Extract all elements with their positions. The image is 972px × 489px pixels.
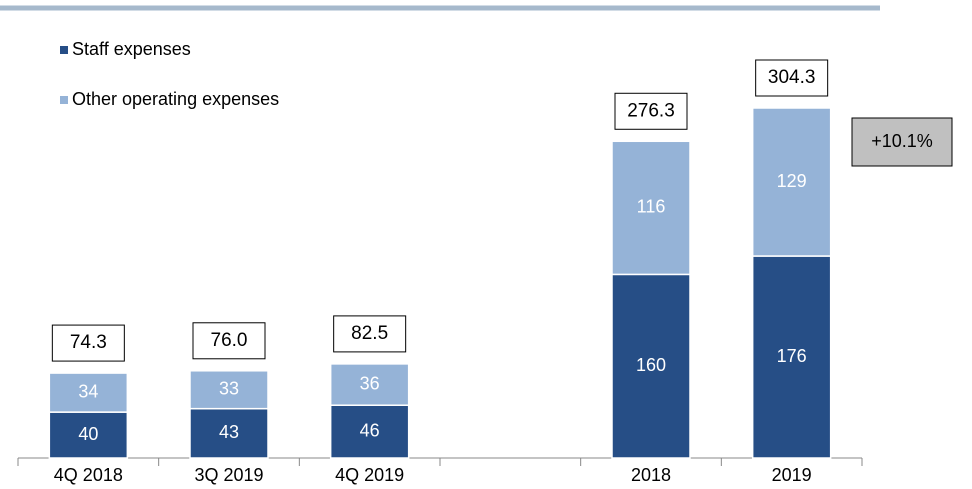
total-label: 276.3 [627, 100, 675, 121]
segment-label: 34 [78, 381, 98, 401]
total-box [614, 92, 688, 130]
bar-segment [48, 372, 129, 413]
total-box [51, 324, 125, 362]
bar-segment [189, 370, 269, 410]
bar-segment [611, 140, 691, 276]
segment-label: 36 [360, 373, 380, 393]
annotation-box [851, 117, 953, 167]
segment-label: 129 [777, 171, 807, 191]
total-box [755, 59, 829, 97]
segment-label: 160 [636, 355, 666, 375]
bar-segment [751, 255, 832, 459]
bar-segment [329, 363, 410, 406]
total-box [333, 315, 407, 353]
segment-label: 116 [637, 197, 666, 217]
x-tick-label: 2019 [772, 465, 812, 485]
legend-swatch [60, 96, 68, 104]
total-label: 304.3 [768, 67, 816, 88]
total-label: 74.3 [70, 332, 107, 353]
x-tick-label: 3Q 2019 [194, 465, 263, 485]
total-box [192, 322, 266, 360]
annotation: +10.1% [871, 131, 933, 151]
total-label: 76.0 [211, 330, 248, 351]
segment-label: 43 [219, 422, 239, 442]
segment-label: 46 [360, 420, 380, 440]
x-tick-label: 2018 [631, 465, 671, 485]
x-tick-label: 4Q 2018 [54, 465, 123, 485]
legend-label: Staff expenses [72, 39, 191, 59]
bar-segment [48, 411, 129, 459]
segment-label: 176 [777, 346, 807, 366]
x-tick-label: 4Q 2019 [335, 465, 404, 485]
legend-label: Other operating expenses [72, 89, 279, 109]
total-label: 82.5 [351, 323, 388, 344]
legend-swatch [60, 46, 68, 54]
segment-label: 33 [219, 378, 239, 398]
bar-segment [329, 404, 410, 459]
segment-label: 40 [78, 424, 98, 444]
bar-segment [751, 107, 832, 257]
